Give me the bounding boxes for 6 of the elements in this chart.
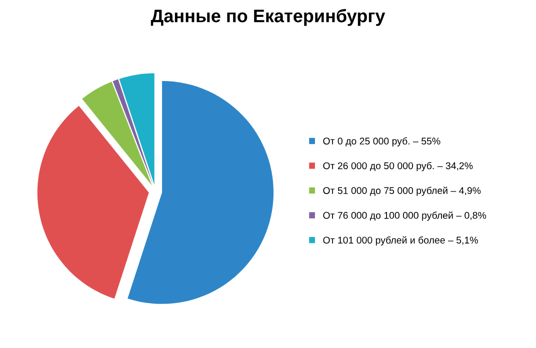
chart-title: Данные по Екатеринбургу — [150, 8, 386, 26]
legend-label: От 101 000 рублей и более – 5,1% — [323, 236, 478, 246]
legend-label: От 26 000 до 50 000 руб. – 34,2% — [323, 162, 473, 172]
legend-label: От 76 000 до 100 000 рублей – 0,8% — [323, 211, 486, 221]
legend-label: От 0 до 25 000 руб. – 55% — [323, 137, 440, 146]
legend-label: От 51 000 до 75 000 рублей – 4,9% — [323, 186, 481, 196]
